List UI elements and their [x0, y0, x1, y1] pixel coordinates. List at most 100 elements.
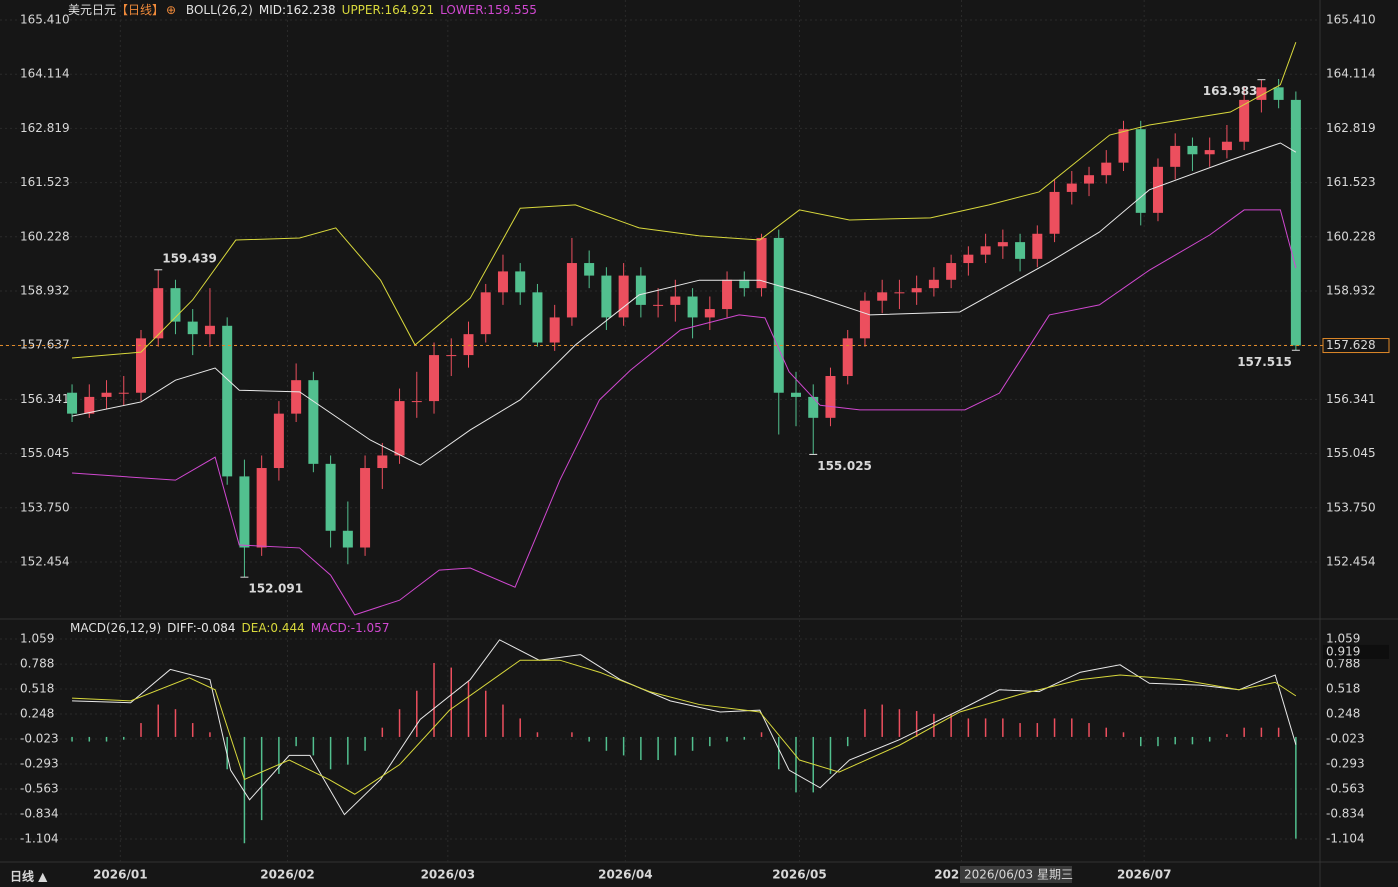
candle-body [1187, 145, 1198, 155]
y-tick-label-right: 152.454 [1326, 554, 1376, 568]
y-tick-label-right: 1.059 [1326, 632, 1360, 646]
x-tick-label: 2026/04 [598, 868, 652, 882]
annotation: 159.439 [162, 251, 217, 265]
boll-line [72, 209, 1297, 616]
candle-body [360, 468, 371, 548]
x-tick-label: 2026/05 [772, 868, 826, 882]
icon[interactable]: ⊕ [166, 3, 177, 17]
legend: MID:162.238 UPPER:164.921 LOWER:159.555 [259, 3, 543, 17]
y-tick-label-right: 0.248 [1326, 706, 1360, 720]
y-tick-label-right: 153.750 [1326, 500, 1376, 514]
candle-body [1273, 87, 1284, 100]
candle-body [704, 309, 715, 318]
candle-body [618, 275, 629, 318]
y-tick-label-right: -0.834 [1326, 807, 1365, 821]
y-tick-label: 0.518 [20, 682, 54, 696]
y-tick-label: -0.834 [20, 807, 59, 821]
y-tick-label: 156.341 [20, 392, 70, 406]
period: 【日线】 [116, 3, 165, 17]
candle-body [1239, 99, 1250, 142]
candle-body [377, 455, 388, 469]
y-tick-label: 0.248 [20, 706, 54, 720]
y-tick-label-right: 156.341 [1326, 392, 1376, 406]
legend-entry: MACD:-1.057 [310, 621, 390, 635]
indicator: MACD(26,12,9) [70, 621, 162, 635]
candle-body [1032, 233, 1043, 259]
y-tick-label: 161.523 [20, 175, 70, 189]
candle-body [790, 392, 801, 397]
y-tick-label: -0.293 [20, 757, 59, 771]
y-tick-label: 164.114 [20, 67, 70, 81]
candle-body [222, 325, 233, 477]
y-tick-label: 160.228 [20, 229, 70, 243]
candle-body [429, 355, 440, 402]
annotation: 163.983 [1203, 84, 1258, 98]
legend: DIFF:-0.084 DEA:0.444 MACD:-1.057 [167, 621, 395, 635]
y-tick-label: -0.563 [20, 781, 59, 795]
annotation: 152.091 [248, 582, 303, 596]
candle-body [877, 292, 888, 301]
y-tick-label-right: 0.518 [1326, 682, 1360, 696]
candle-body [273, 413, 284, 469]
y-tick-label-right: 165.410 [1326, 12, 1376, 26]
legend-entry: LOWER:159.555 [440, 3, 537, 17]
candle-body [980, 246, 991, 255]
macd-line [72, 639, 1297, 816]
y-tick-label-right: -0.563 [1326, 781, 1365, 795]
candle-body [1015, 242, 1026, 259]
candle-body [239, 476, 250, 548]
macd-header: MACD(26,12,9) DIFF:-0.084 DEA:0.444 MACD:-1… [70, 621, 401, 635]
candle-body [722, 279, 733, 310]
legend-entry: UPPER:164.921 [341, 3, 435, 17]
candle-body [532, 292, 543, 343]
legend-entry: DIFF:-0.084 [167, 621, 236, 635]
candle-body [566, 263, 577, 318]
x-tick-label: 2026/07 [1117, 868, 1171, 882]
legend-entry: DEA:0.444 [241, 621, 305, 635]
y-tick-label-right: 160.228 [1326, 229, 1376, 243]
candle-body [687, 296, 698, 318]
candle-body [584, 263, 595, 276]
y-tick-label-right: 161.523 [1326, 175, 1376, 189]
candle-body [670, 296, 681, 305]
candle-body [291, 380, 302, 414]
candle-body [1066, 183, 1077, 192]
y-tick-label-right: -1.104 [1326, 831, 1365, 845]
y-tick-label-right: -0.293 [1326, 757, 1365, 771]
bottom-label: 日线 ▲ [10, 869, 48, 884]
candle-body [1290, 99, 1301, 346]
legend-entry: MID:162.238 [258, 3, 336, 17]
candle-body [1084, 175, 1095, 184]
candle-body [1170, 145, 1181, 167]
y-tick-label: 162.819 [20, 121, 70, 135]
y-tick-label-right: 0.788 [1326, 657, 1360, 671]
x-tick-label: 2026/03 [421, 868, 475, 882]
candle-body [463, 334, 474, 356]
candle-body [342, 530, 353, 548]
candle-body [84, 396, 95, 414]
y-tick-label: -0.023 [20, 732, 59, 746]
candle-body [394, 401, 405, 456]
cursor-label: 2026/06/03 星期三 [964, 868, 1073, 882]
x-tick-label: 2026/01 [93, 868, 147, 882]
candle-body [1256, 87, 1267, 100]
x-tick-label: 2026/02 [260, 868, 314, 882]
candle-body [411, 401, 422, 403]
y-tick-label-right: 158.932 [1326, 283, 1376, 297]
y-tick-label: -1.104 [20, 831, 59, 845]
y-tick-label-right: -0.023 [1326, 732, 1365, 746]
annotation: 157.515 [1237, 355, 1292, 369]
candle-body [756, 237, 767, 289]
y-tick-label-right: 164.114 [1326, 67, 1376, 81]
candle-body [480, 292, 491, 335]
candle-body [1204, 150, 1215, 155]
boll-line [72, 41, 1297, 359]
candle-body [308, 380, 319, 464]
candle-body [1101, 162, 1112, 176]
y-tick-label: 157.637 [20, 338, 70, 352]
candle-body [549, 317, 560, 343]
candle-body [653, 304, 664, 306]
